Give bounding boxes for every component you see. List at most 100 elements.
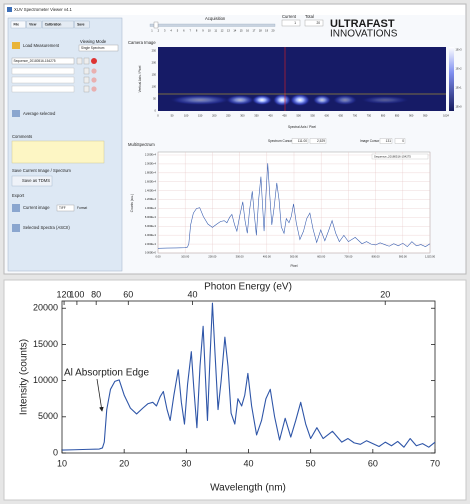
y-tick-label: 1.200E+4: [145, 197, 157, 201]
average-button[interactable]: Average selected: [23, 111, 56, 116]
x-tick-label: 0.00: [155, 255, 161, 259]
legend-entry: Sequence_20180516-154275: [374, 154, 411, 158]
slider-tick-label: 1: [151, 29, 153, 33]
slider-tick-label: 5: [177, 29, 179, 33]
x2-tick-label: 40: [188, 289, 198, 299]
remove-button[interactable]: [91, 68, 97, 74]
slider-knob[interactable]: [153, 21, 159, 29]
x-tick-label: 250: [226, 114, 231, 118]
number-field[interactable]: [281, 19, 301, 27]
axis-label: Counts (a.u.): [130, 194, 134, 212]
save-button-label[interactable]: Save as TDMS: [22, 178, 50, 183]
y-tick-label: 8.000E+3: [145, 215, 157, 219]
y-tick-label: 10000: [33, 375, 58, 385]
label: Image Cursor: [360, 139, 380, 143]
sequence-field[interactable]: [11, 67, 75, 75]
x-tick-label: 800.00: [372, 255, 380, 259]
x-tick-label: 1024: [443, 114, 449, 118]
window-title: XUV Spectrometer Viewer v4.1: [14, 7, 73, 12]
label: Current: [282, 14, 297, 19]
save-button[interactable]: [11, 175, 53, 187]
remove-button[interactable]: [91, 86, 97, 92]
x2-tick-label: 120: [57, 289, 72, 299]
y-tick-label: 1.000E+4: [145, 206, 157, 210]
tab-label[interactable]: Save: [77, 23, 85, 27]
annotation-arrow: [96, 378, 104, 412]
export-icon[interactable]: [12, 224, 20, 232]
x-tick-label: 800: [381, 114, 386, 118]
load-button[interactable]: Load Measurement: [23, 43, 60, 48]
chart: 0 5000 10000 15000 20000 10 20 30 40 50 60 70 120100…: [33, 289, 440, 468]
remove-button[interactable]: [91, 58, 97, 64]
x-tick-label: 650: [339, 114, 344, 118]
slider-tick-label: 14: [233, 29, 236, 33]
export-button[interactable]: Current image: [23, 205, 50, 210]
add-button[interactable]: [83, 57, 90, 65]
slider-tick-label: 6: [183, 29, 185, 33]
y-axis-label: Intensity (counts): [19, 339, 30, 415]
section-label: Export: [12, 193, 25, 198]
add-button[interactable]: [83, 76, 90, 84]
logo-line: INNOVATIONS: [330, 29, 398, 40]
number-field[interactable]: [309, 138, 327, 144]
number-field[interactable]: [291, 138, 309, 144]
axis-label: Spectral Axis / Pixel: [288, 125, 316, 129]
tab[interactable]: [10, 20, 26, 29]
spectrum-line: [157, 163, 431, 249]
x-tick-label: 400.00: [263, 255, 271, 259]
legend-box: [371, 153, 429, 160]
play-button[interactable]: [76, 57, 83, 65]
sequence-field[interactable]: [11, 76, 75, 84]
x-tick-label: 10: [57, 458, 67, 468]
slider-tick-label: 10: [208, 29, 211, 33]
folder-icon[interactable]: [12, 42, 20, 49]
sequence-name: Sequence_20180516-154275: [14, 59, 56, 63]
dropdown[interactable]: [56, 204, 75, 212]
number-field[interactable]: [379, 138, 393, 144]
y-tick-label: 200: [152, 61, 157, 65]
tab[interactable]: [74, 20, 90, 29]
label: Total: [305, 14, 314, 19]
y-tick-label: 50: [153, 97, 156, 101]
y-tick-label: 100: [152, 85, 157, 89]
camera-blobs: [170, 94, 409, 106]
x-tick-label: 450: [282, 114, 287, 118]
add-button[interactable]: [83, 67, 90, 75]
comments-box[interactable]: [11, 140, 105, 164]
tabs: File View Calibration Save: [10, 20, 90, 29]
tab-label[interactable]: File: [14, 23, 20, 27]
x-tick-label: 30: [181, 458, 191, 468]
remove-button[interactable]: [91, 77, 97, 83]
tab-label[interactable]: View: [29, 23, 37, 27]
slider-ticks: 1 2 3 4 5 6 7 8 9 10 11 12 13 14 15 16 17 18 19 20: [151, 29, 275, 33]
x-tick-label: 200.00: [208, 255, 216, 259]
y-tick-label: 250: [152, 49, 157, 53]
y-tick-label: 5000: [38, 411, 58, 421]
slider-track[interactable]: [149, 23, 276, 27]
x-tick-label: 50: [171, 114, 174, 118]
x-tick-label: 950: [423, 114, 428, 118]
add-button[interactable]: [83, 85, 90, 93]
tab-label[interactable]: Calibration: [45, 23, 62, 27]
spectrum-line: [61, 302, 436, 451]
y-tick-label: 0: [155, 109, 157, 113]
section-label: Save Current Image / Spectrum: [12, 168, 71, 173]
export-icon[interactable]: [12, 204, 20, 212]
tab[interactable]: [26, 20, 42, 29]
average-icon[interactable]: [12, 110, 20, 117]
annotation: Al Absorption Edge: [64, 368, 149, 379]
number-field[interactable]: [394, 138, 406, 144]
x-tick-label: 1,023.00: [425, 255, 436, 259]
dropdown[interactable]: [78, 44, 119, 52]
slider-tick-label: 11: [214, 29, 217, 33]
slider-tick-label: 3: [164, 29, 166, 33]
y-tick-label: 4.000E+3: [145, 233, 157, 237]
x2-tick-label: 60: [123, 289, 133, 299]
sequence-field[interactable]: [11, 85, 75, 93]
x-tick-label: 0: [157, 114, 159, 118]
sequence-field[interactable]: [11, 57, 75, 65]
tab[interactable]: [42, 20, 74, 29]
export-button[interactable]: Selected Spectra (ASCII): [23, 225, 70, 230]
